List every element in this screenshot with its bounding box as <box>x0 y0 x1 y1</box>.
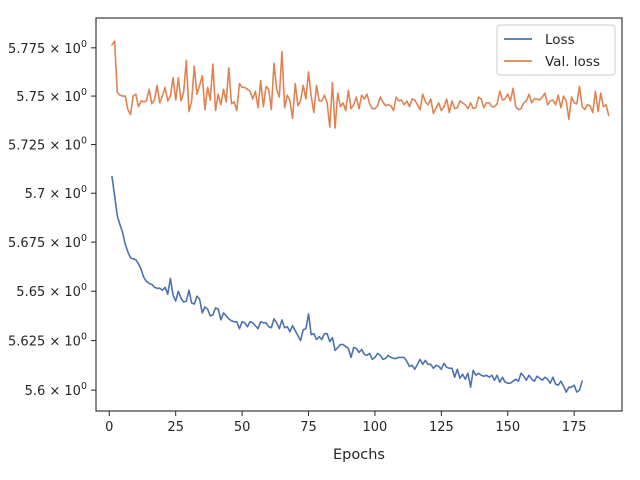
series-line-val-loss <box>111 40 610 129</box>
x-tick-label: 175 <box>562 420 587 435</box>
y-tick-label: 5.675 × 100 <box>8 233 87 251</box>
x-tick-label: 125 <box>429 420 454 435</box>
y-tick-label: 5.625 × 100 <box>8 332 87 350</box>
x-tick-label: 50 <box>234 420 251 435</box>
legend-label-val-loss: Val. loss <box>545 54 600 70</box>
y-tick-label: 5.6 × 100 <box>25 381 87 399</box>
x-tick-label: 25 <box>167 420 184 435</box>
x-axis-label: Epochs <box>333 447 385 463</box>
legend: Loss Val. loss <box>496 24 616 76</box>
y-tick-label: 5.75 × 100 <box>16 87 87 105</box>
x-axis: 0 25 50 75 100 125 150 175 <box>105 411 587 435</box>
y-tick-label: 5.7 × 100 <box>25 184 87 202</box>
y-tick-label: 5.775 × 100 <box>8 39 87 57</box>
x-tick-label: 75 <box>300 420 317 435</box>
legend-label-loss: Loss <box>545 32 575 48</box>
legend-box <box>496 24 616 76</box>
y-tick-label: 5.725 × 100 <box>8 136 87 154</box>
x-tick-label: 100 <box>363 420 388 435</box>
x-tick-label: 150 <box>495 420 520 435</box>
x-tick-label: 0 <box>105 420 113 435</box>
y-axis: 5.6 × 100 5.625 × 100 5.65 × 100 5.675 × 10… <box>8 39 96 399</box>
series-layer <box>111 40 610 393</box>
series-line-loss <box>111 175 583 393</box>
y-tick-label: 5.65 × 100 <box>16 282 87 300</box>
